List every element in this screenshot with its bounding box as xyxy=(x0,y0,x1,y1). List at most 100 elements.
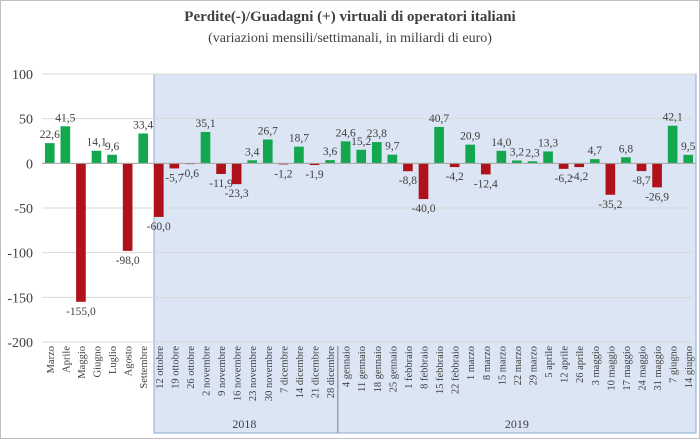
bar xyxy=(44,143,55,164)
x-tick-label: 12 aprile xyxy=(560,346,571,383)
bar xyxy=(605,163,616,195)
bar xyxy=(216,163,226,174)
x-tick-label: 14 dicembre xyxy=(295,346,306,399)
x-tick-label: 14 giugno xyxy=(684,346,695,388)
data-label: -40,0 xyxy=(412,203,436,215)
y-tick-label: 100 xyxy=(12,68,33,83)
y-tick-label: -200 xyxy=(7,336,33,351)
data-label: -26,9 xyxy=(645,191,669,203)
bar xyxy=(153,163,164,217)
x-tick-label: Aprile xyxy=(61,346,72,373)
bar xyxy=(589,159,600,164)
data-label: 13,3 xyxy=(538,137,558,149)
data-label: -155,0 xyxy=(66,306,96,318)
bar xyxy=(371,142,382,164)
x-tick-label: 31 maggio xyxy=(653,346,664,391)
y-tick-label: 50 xyxy=(19,113,33,128)
x-tick-label: 15 febbraio xyxy=(435,346,446,394)
x-tick-label: 11 gennaio xyxy=(357,346,368,392)
x-tick-label: 9 novembre xyxy=(217,346,228,396)
bar xyxy=(138,133,149,164)
x-tick-label: 8 marzo xyxy=(482,346,493,380)
bar xyxy=(465,144,476,164)
bar xyxy=(480,163,491,175)
data-label: -1,9 xyxy=(305,169,323,181)
bar xyxy=(60,126,71,164)
x-tick-label: 1 marzo xyxy=(466,346,477,380)
bar xyxy=(309,163,320,166)
x-tick-label: 28 dicembre xyxy=(326,346,337,399)
x-tick-label: 24 maggio xyxy=(638,346,649,391)
bar xyxy=(512,160,522,164)
bar xyxy=(278,163,289,165)
bar xyxy=(418,163,429,200)
bar xyxy=(683,154,694,164)
data-label: -4,2 xyxy=(570,171,588,183)
bar xyxy=(262,139,273,164)
bar xyxy=(200,131,211,164)
data-label: 4,7 xyxy=(588,145,603,157)
bar xyxy=(543,151,553,164)
group-label: 2019 xyxy=(505,417,529,431)
highlight-region xyxy=(153,73,697,434)
data-label: 23,8 xyxy=(367,128,387,140)
data-label: -12,4 xyxy=(474,178,498,190)
x-tick-label: 30 novembre xyxy=(264,346,275,401)
x-tick-label: Giugno xyxy=(93,346,104,378)
chart-subtitle: (variazioni mensili/settimanali, in mili… xyxy=(208,31,492,46)
x-tick-label: 3 maggio xyxy=(591,346,602,385)
bar xyxy=(340,141,351,164)
x-tick-label: 5 aprile xyxy=(544,346,555,378)
data-label: 3,4 xyxy=(245,146,260,158)
x-tick-label: Maggio xyxy=(77,346,88,379)
bar xyxy=(325,160,335,164)
x-tick-label: 2 novembre xyxy=(202,346,213,396)
bar xyxy=(449,163,460,168)
data-label: 40,7 xyxy=(429,113,449,125)
bar xyxy=(403,163,413,172)
data-label: 6,8 xyxy=(619,143,634,155)
data-label: 9,7 xyxy=(385,141,400,153)
bar xyxy=(169,163,180,169)
y-tick-label: 0 xyxy=(26,157,33,172)
bar xyxy=(496,150,507,164)
bar xyxy=(122,163,133,251)
x-tick-label: 22 febbraio xyxy=(451,346,462,394)
bar xyxy=(574,163,585,168)
x-tick-label: Settembre xyxy=(139,346,150,389)
x-tick-label: 19 ottobre xyxy=(170,346,181,389)
data-label: -8,8 xyxy=(399,175,417,187)
x-tick-label: 12 ottobre xyxy=(155,346,166,389)
data-label: -5,7 xyxy=(165,172,183,184)
data-label: -8,7 xyxy=(632,175,650,187)
x-tick-label: Agosto xyxy=(124,346,135,376)
x-tick-label: 21 dicembre xyxy=(311,346,322,399)
x-tick-label: 10 maggio xyxy=(606,346,617,391)
data-label: 26,7 xyxy=(258,125,278,137)
chart-title: Perdite(-)/Guadagni (+) virtuali di oper… xyxy=(184,9,516,25)
data-label: 3,6 xyxy=(323,146,338,158)
data-label: 3,2 xyxy=(510,146,525,158)
x-tick-label: 18 gennaio xyxy=(373,346,384,392)
bar xyxy=(558,163,569,169)
x-tick-label: 16 novembre xyxy=(233,346,244,401)
x-tick-label: 1 febbraio xyxy=(404,346,415,389)
data-label: 33,4 xyxy=(133,119,153,131)
x-tick-label: 26 aprile xyxy=(575,346,586,383)
x-tick-label: 26 ottobre xyxy=(186,346,197,389)
data-label: 14,1 xyxy=(86,137,106,149)
bar xyxy=(387,154,398,164)
x-tick-label: 7 giugno xyxy=(669,346,680,383)
x-tick-label: 25 gennaio xyxy=(388,346,399,392)
bar xyxy=(247,160,258,164)
group-label: 2018 xyxy=(232,417,256,431)
x-tick-label: 8 febbraio xyxy=(420,346,431,389)
bar xyxy=(231,163,242,185)
data-label: 22,6 xyxy=(40,129,60,141)
data-label: 9,5 xyxy=(681,141,696,153)
data-label: -0,6 xyxy=(181,168,199,180)
data-label: 15,2 xyxy=(351,136,371,148)
y-tick-label: -100 xyxy=(7,247,33,262)
